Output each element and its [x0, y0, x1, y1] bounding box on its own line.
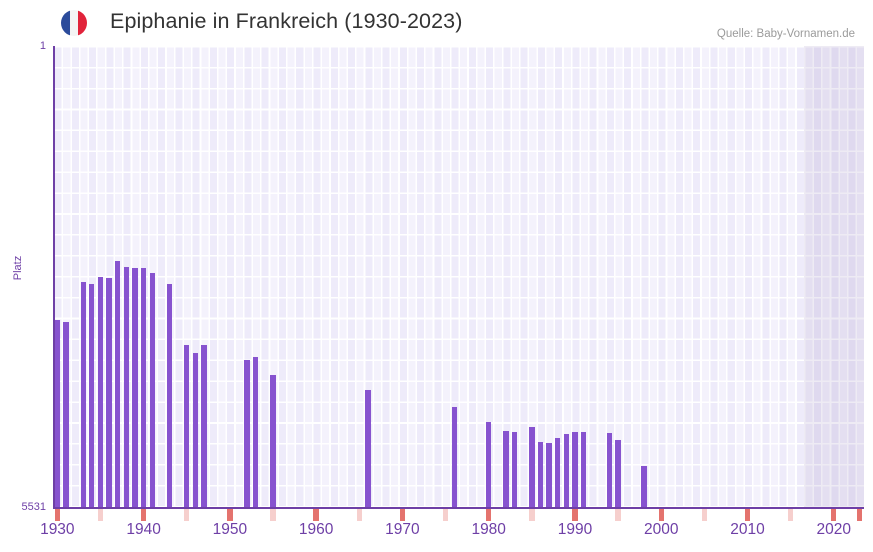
- bar-1980[interactable]: [486, 422, 492, 508]
- y-axis-tick-bottom: 5531: [21, 501, 46, 513]
- bar-1940[interactable]: [140, 268, 147, 508]
- bar-1983[interactable]: [511, 432, 518, 508]
- bar-1938[interactable]: [123, 267, 129, 508]
- bar-1966[interactable]: [365, 390, 371, 508]
- bar-1985[interactable]: [529, 427, 535, 508]
- bar-1931[interactable]: [63, 322, 69, 508]
- grid-background: [53, 46, 864, 508]
- tick-marker-1935: [97, 509, 104, 521]
- bar-1937[interactable]: [115, 261, 121, 508]
- source-attribution: Quelle: Baby-Vornamen.de: [716, 28, 855, 40]
- tick-marker-1985: [529, 509, 535, 521]
- bar-1945[interactable]: [184, 345, 190, 508]
- tick-marker-1975: [442, 509, 449, 521]
- bar-1933[interactable]: [80, 282, 86, 508]
- tick-marker-1965: [356, 509, 362, 521]
- tick-marker-1995: [615, 509, 621, 521]
- bar-1934[interactable]: [89, 284, 95, 508]
- tick-marker-1970: [399, 509, 406, 521]
- tick-marker-1945: [184, 509, 190, 521]
- x-tick-label-2010: 2010: [730, 521, 765, 538]
- bar-1946[interactable]: [192, 353, 199, 508]
- x-tick-label-1960: 1960: [298, 521, 334, 538]
- tick-marker-2020: [831, 509, 837, 521]
- x-tick-label-1950: 1950: [212, 521, 248, 538]
- bar-1936[interactable]: [106, 278, 112, 508]
- tick-marker-1960: [313, 509, 319, 521]
- tick-marker-1950: [227, 509, 233, 521]
- tick-marker-1955: [270, 509, 276, 521]
- bar-1991[interactable]: [580, 432, 587, 508]
- bar-1987[interactable]: [546, 443, 552, 508]
- bar-1994[interactable]: [606, 433, 613, 508]
- tick-marker-2005: [701, 509, 708, 521]
- y-axis-title: Platz: [12, 255, 24, 281]
- bar-1989[interactable]: [563, 434, 569, 508]
- x-tick-label-1930: 1930: [40, 521, 75, 538]
- bar-1995[interactable]: [615, 440, 621, 508]
- x-axis-tick-labels: 1930 1940 1950 1960 1970 1980 1990 2000 2010 2020: [0, 521, 873, 545]
- x-tick-label-1980: 1980: [471, 521, 506, 538]
- y-axis-tick-top: 1: [39, 40, 46, 52]
- tick-marker-1990: [572, 509, 578, 521]
- x-tick-label-2000: 2000: [644, 521, 679, 538]
- tick-marker-2015: [787, 509, 794, 521]
- tick-marker-1980: [486, 509, 492, 521]
- bar-1952[interactable]: [244, 360, 250, 508]
- chart-header: Epiphanie in Frankreich (1930-2023) Quel…: [0, 0, 873, 46]
- tick-marker-2000: [658, 509, 664, 521]
- x-tick-label-2020: 2020: [816, 521, 852, 538]
- bar-1947[interactable]: [201, 345, 207, 508]
- page-title: Epiphanie in Frankreich (1930-2023): [110, 9, 463, 33]
- tick-marker-1930: [54, 509, 60, 521]
- bar-1990[interactable]: [572, 432, 578, 508]
- plot-area: [53, 46, 864, 508]
- tick-marker-2023: [857, 509, 863, 521]
- bar-1941[interactable]: [149, 273, 155, 508]
- bar-1930[interactable]: [54, 320, 60, 508]
- bar-1935[interactable]: [97, 277, 104, 508]
- bar-1939[interactable]: [132, 268, 138, 508]
- france-flag-icon: [61, 10, 87, 36]
- bar-1955[interactable]: [270, 375, 276, 508]
- tick-marker-2010: [744, 509, 751, 521]
- x-tick-label-1940: 1940: [126, 521, 161, 538]
- y-axis-line: [53, 46, 55, 508]
- x-axis-tick-markers: [53, 509, 864, 521]
- tick-marker-1940: [140, 509, 147, 521]
- bar-1998[interactable]: [641, 466, 647, 508]
- bar-1986[interactable]: [537, 442, 544, 508]
- bar-1953[interactable]: [253, 357, 259, 508]
- bar-1976[interactable]: [451, 407, 457, 508]
- x-tick-label-1970: 1970: [385, 521, 420, 538]
- x-axis-line: [53, 507, 864, 509]
- bar-1943[interactable]: [166, 284, 173, 508]
- bar-1982[interactable]: [503, 431, 509, 508]
- bar-1988[interactable]: [555, 438, 561, 508]
- x-tick-label-1990: 1990: [557, 521, 593, 538]
